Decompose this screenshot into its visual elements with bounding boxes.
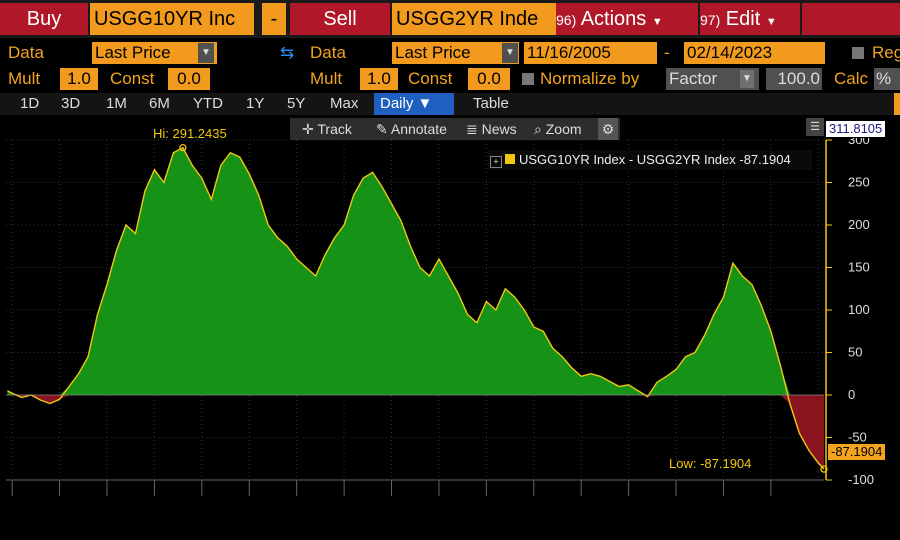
tab-1y[interactable]: 1Y [246,95,265,112]
date-separator: - [664,43,670,62]
track-button[interactable]: ✛ Track [302,118,352,140]
calc-label: Calc [834,69,869,88]
annotate-button[interactable]: ✎ Annotate [376,118,447,140]
mult2-field[interactable]: 1.0 [360,68,398,90]
spread-chart[interactable]: 300250200150100500-50-100'06'07'08'09'10… [0,138,900,498]
y-tick-label: 100 [848,302,870,317]
minus-operator[interactable]: - [262,3,286,35]
edit-menu[interactable]: 97) Edit ▼ [700,3,800,35]
low-label: Low: -87.1904 [669,456,752,471]
crosshair-icon: ✛ [302,121,318,137]
pencil-icon: ✎ [376,121,391,137]
reg-checkbox[interactable] [852,47,864,59]
chevron-down-icon[interactable]: ▼ [198,43,214,63]
y-tick-label: 0 [848,387,855,402]
factor-value-field[interactable]: 100.0 [766,68,822,90]
const-label: Const [110,69,155,88]
normalize-label: Normalize by [540,69,640,88]
actions-number: 96) [556,12,577,28]
mult2-label: Mult [310,69,343,88]
chart-legend: + USGG10YR Index - USGG2YR Index -87.1904 [488,150,812,170]
chevron-down-icon[interactable]: ▼ [502,43,518,63]
data-select[interactable]: Last Price [92,42,217,64]
news-button[interactable]: ≣ News [466,118,517,140]
gear-icon[interactable]: ⚙ [598,118,618,140]
actions-menu[interactable]: 96) Actions ▼ [556,3,698,35]
y-tick-label: 250 [848,175,870,190]
y-tick-label: -50 [848,430,867,445]
corner-marker [894,93,900,115]
end-date-field[interactable]: 02/14/2023 [684,42,825,64]
factor-select-value: Factor [669,69,718,88]
tab-3d[interactable]: 3D [61,95,81,112]
y-tick-label: 200 [848,217,870,232]
last-value-tag: -87.1904 [828,444,886,460]
calc-select[interactable]: % [874,68,900,90]
tab-5y[interactable]: 5Y [287,95,306,112]
chevron-down-icon: ▼ [651,16,663,28]
buy-ticker-input[interactable]: USGG10YR Inc [90,3,254,35]
y-tick-label: 150 [848,260,870,275]
tab-6m[interactable]: 6M [149,95,170,112]
mult-row: Mult 1.0 Const 0.0 Mult 1.0 Const 0.0 No… [0,66,900,92]
chevron-down-icon: ▼ [765,16,777,28]
series-line [7,146,825,470]
const-field[interactable]: 0.0 [168,68,210,90]
legend-swatch [505,154,515,164]
expand-icon[interactable]: + [490,156,502,168]
top-value-tag: 311.8105 [826,121,886,137]
sell-ticker-input[interactable]: USGG2YR Inde [392,3,558,35]
legend-text: USGG10YR Index - USGG2YR Index -87.1904 [519,152,791,167]
normalize-checkbox[interactable] [522,73,534,85]
zoom-button[interactable]: ⌕ Zoom [534,118,582,140]
data-label: Data [8,43,44,62]
y-tick-label: -100 [848,472,874,487]
reg-label: Reg [872,43,900,62]
tab-1m[interactable]: 1M [106,95,127,112]
tab-table[interactable]: Table [473,95,509,112]
tab-daily[interactable]: Daily ▼ [374,93,454,115]
edit-number: 97) [700,12,721,28]
tab-1d[interactable]: 1D [20,95,40,112]
const2-label: Const [408,69,453,88]
buy-label[interactable]: Buy [0,3,88,35]
header-filler [802,3,900,35]
chart-toolbar: ✛ Track ✎ Annotate ≣ News ⌕ Zoom ⚙ [290,118,620,140]
low-marker [820,465,828,473]
chevron-down-icon[interactable]: ▼ [740,70,754,88]
range-tabs: 1D 3D 1M 6M YTD 1Y 5Y Max Daily ▼ Table [0,93,900,115]
data-row: Data Last Price ▼ ⇆ Data Last Price ▼ 11… [0,40,900,66]
news-icon: ≣ [466,121,482,137]
mult-label: Mult [8,69,41,88]
data2-select[interactable]: Last Price [392,42,519,64]
track-label: Track [317,121,352,137]
header-bar: Buy USGG10YR Inc - Sell USGG2YR Inde 96)… [0,0,900,38]
data2-select-value: Last Price [395,43,471,62]
hi-label: Hi: 291.2435 [153,126,227,141]
data2-label: Data [310,43,346,62]
annotate-label: Annotate [390,121,447,137]
edit-label: Edit [725,8,761,30]
start-date-field[interactable]: 11/16/2005 [524,42,657,64]
magnifier-icon: ⌕ [534,121,546,137]
zoom-label: Zoom [545,121,582,137]
data-select-value: Last Price [95,43,171,62]
const2-field[interactable]: 0.0 [468,68,510,90]
actions-label: Actions [580,8,647,30]
mult-field[interactable]: 1.0 [60,68,98,90]
tab-ytd[interactable]: YTD [193,95,223,112]
area-positive [7,147,825,395]
hi-marker [179,143,187,152]
sell-label[interactable]: Sell [290,3,390,35]
swap-icon[interactable]: ⇆ [280,43,295,62]
news-label: News [481,121,517,137]
y-tick-label: 50 [848,345,862,360]
tab-max[interactable]: Max [330,95,359,112]
menu-icon[interactable]: ☰ [806,118,824,136]
factor-select[interactable]: Factor [666,68,759,90]
y-tick-label: 300 [848,138,870,147]
